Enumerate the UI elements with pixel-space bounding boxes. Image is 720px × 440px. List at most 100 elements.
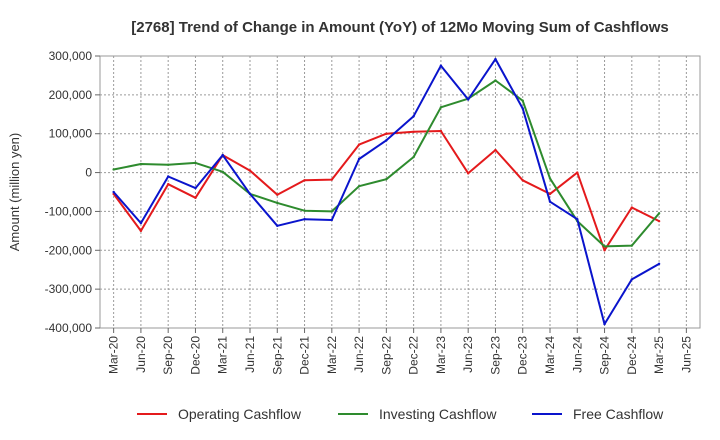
axes: 300,000 200,000 100,000 0 -100,000 -200,000 -3… [7,49,693,375]
y-tick-label: 100,000 [49,127,93,141]
data-point [548,192,552,196]
x-tick-label: Dec-22 [407,336,421,375]
data-point [548,200,552,203]
data-point [439,64,443,67]
data-point [357,184,361,188]
chart-title: [2768] Trend of Change in Amount (YoY) o… [131,19,669,36]
data-point [194,196,197,200]
y-axis-label: Amount (million yen) [7,133,22,252]
data-point [603,322,606,326]
legend: Operating Cashflow Investing Cashflow Free… [137,406,664,422]
data-point [221,153,224,157]
data-point [521,179,524,182]
x-tick-label: Dec-21 [298,336,312,375]
legend-label: Free Cashflow [573,406,664,422]
x-tick-label: Jun-22 [352,336,366,373]
series-operating-cashflow [112,129,661,252]
legend-label: Operating Cashflow [178,406,302,422]
data-point [330,210,334,213]
legend-label: Investing Cashflow [379,406,497,422]
x-tick-label: Mar-22 [325,336,339,374]
data-point [494,148,497,152]
data-point [112,190,115,194]
x-tick-label: Jun-23 [461,336,475,373]
data-point [276,193,279,196]
x-tick-label: Jun-24 [570,336,584,373]
data-point [303,218,306,221]
data-point [494,57,497,61]
data-point [439,106,443,109]
data-point [548,177,552,180]
data-point [166,183,170,186]
data-point [330,218,334,222]
x-tick-label: Sep-20 [161,336,175,375]
legend-item: Operating Cashflow [137,406,302,422]
data-point [657,262,661,266]
data-point [357,157,361,161]
data-point [248,169,252,172]
legend-item: Investing Cashflow [338,406,497,422]
data-point [248,192,252,196]
data-point [657,219,661,223]
grid [99,55,701,329]
plot-frame [99,55,701,329]
data-point [330,178,334,181]
data-point [576,171,579,174]
series [112,57,661,326]
data-point [603,245,606,248]
data-point [466,98,470,101]
y-tick-label: -200,000 [45,243,93,257]
data-point [303,179,306,182]
data-point [166,175,170,178]
data-point [112,168,115,171]
data-point [630,244,634,247]
data-point [194,186,197,190]
data-point [166,163,170,166]
y-tick-label: -400,000 [45,321,93,335]
data-point [357,143,361,146]
x-tick-label: Jun-20 [134,336,148,373]
x-tick-label: Mar-23 [434,336,448,374]
data-point [412,155,415,159]
x-tick-label: Jun-21 [243,336,257,373]
y-tick-label: 200,000 [49,88,93,102]
series-free-cashflow [112,57,661,326]
data-point [657,212,661,215]
y-tick-label: 300,000 [49,49,93,63]
data-point [139,221,143,225]
x-tick-label: Mar-20 [107,336,121,374]
y-tick-label: 0 [85,166,92,180]
x-tick-label: Sep-23 [488,336,502,375]
x-tick-label: Sep-21 [270,336,284,375]
x-tick-label: Sep-24 [598,336,612,375]
data-point [276,201,279,205]
data-point [139,229,143,233]
x-tick-label: Mar-21 [216,336,230,374]
data-point [412,130,415,133]
data-point [276,224,279,228]
data-point [221,170,224,173]
data-point [439,129,443,133]
x-tick-label: Mar-25 [652,336,666,374]
x-tick-label: Jun-25 [679,336,693,373]
data-point [139,162,143,166]
data-point [303,209,306,212]
data-point [576,218,579,221]
data-point [466,172,470,175]
y-tick-label: -100,000 [45,204,93,218]
x-tick-label: Dec-23 [516,336,530,375]
data-point [494,79,497,82]
x-tick-label: Mar-24 [543,336,557,374]
data-point [194,161,197,165]
data-point [521,107,524,110]
data-point [603,249,606,252]
legend-item: Free Cashflow [532,406,664,422]
data-point [521,99,524,102]
data-point [630,206,634,209]
x-tick-label: Dec-24 [625,336,639,375]
data-point [385,132,388,135]
x-tick-label: Dec-20 [188,336,202,375]
x-tick-label: Sep-22 [379,336,393,375]
